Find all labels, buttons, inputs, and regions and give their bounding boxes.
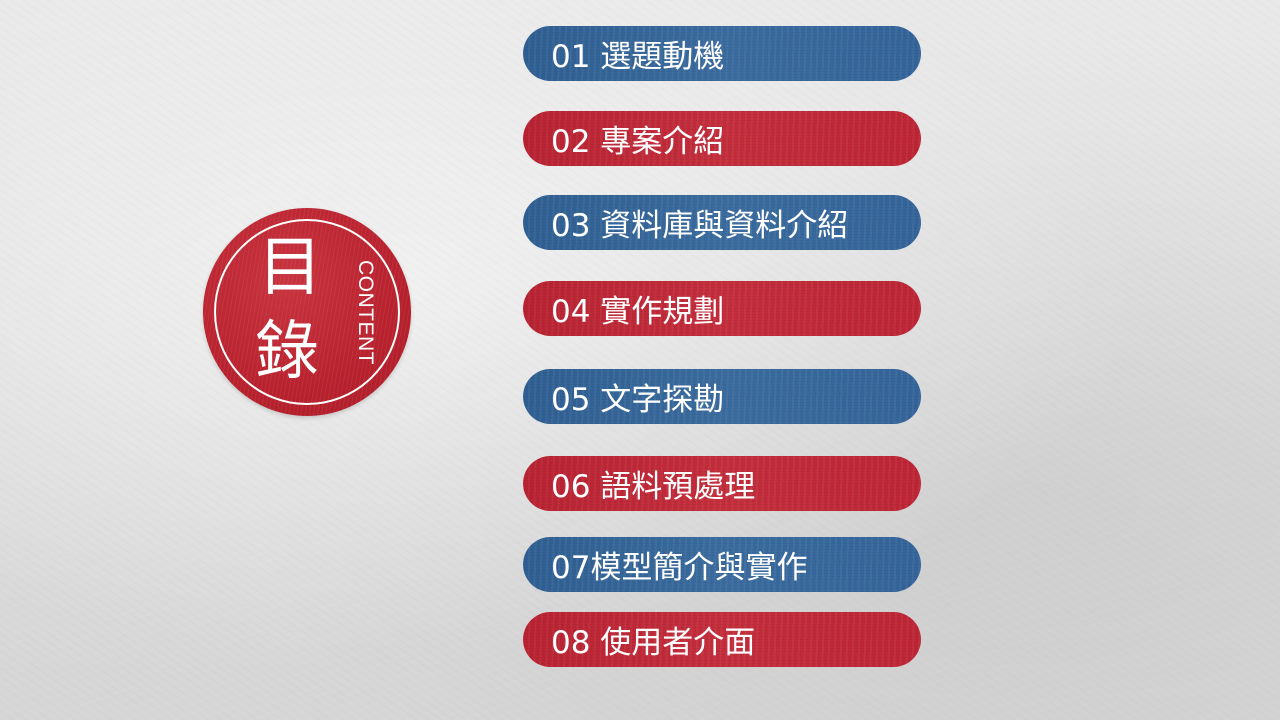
seal-title-char-bottom: 錄 <box>255 315 319 389</box>
seal-title-char-top: 目 <box>258 231 322 305</box>
seal-subtitle: CONTENT <box>354 260 377 365</box>
menu-item-text-mining[interactable]: 05 文字探勘 <box>523 369 921 424</box>
menu-item-user-interface[interactable]: 08 使用者介面 <box>523 612 921 667</box>
menu-item-preprocessing[interactable]: 06 語料預處理 <box>523 456 921 511</box>
seal-ring <box>214 219 400 405</box>
menu-item-motivation[interactable]: 01 選題動機 <box>523 26 921 81</box>
menu-item-implementation-plan[interactable]: 04 實作規劃 <box>523 281 921 336</box>
menu-item-project-intro[interactable]: 02 專案介紹 <box>523 111 921 166</box>
menu-item-database-intro[interactable]: 03 資料庫與資料介紹 <box>523 195 921 250</box>
menu-item-model-intro[interactable]: 07模型簡介與實作 <box>523 537 921 592</box>
table-of-contents-seal: 目 錄 CONTENT <box>203 208 411 416</box>
